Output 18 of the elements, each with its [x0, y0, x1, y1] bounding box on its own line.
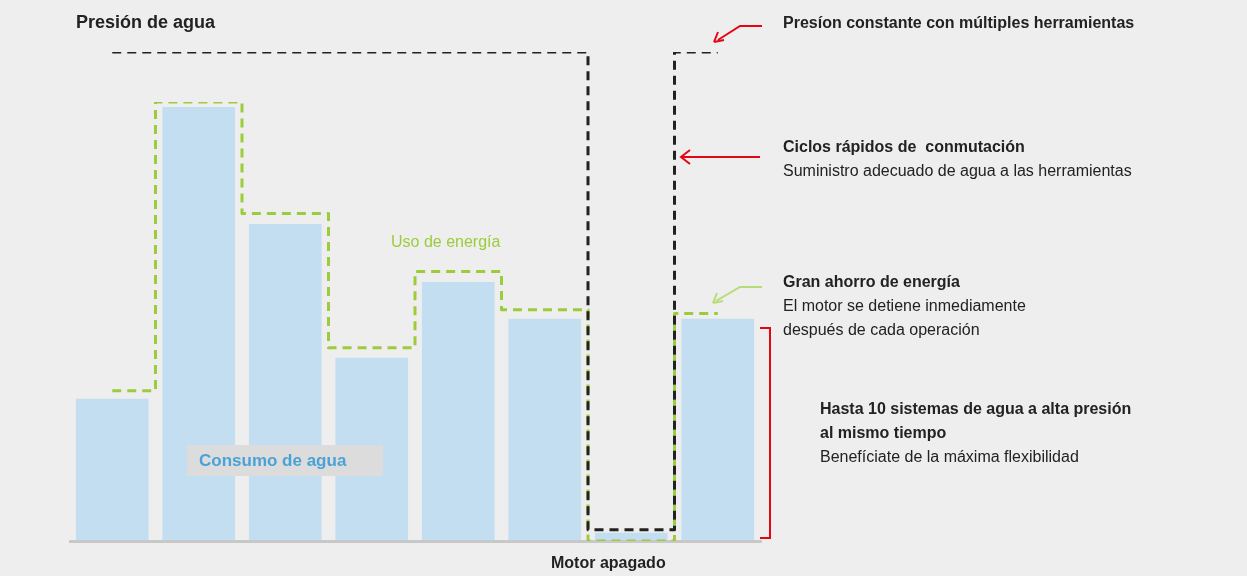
bar [508, 318, 582, 540]
bar [594, 532, 668, 540]
text: Gran ahorro de energía [783, 273, 960, 291]
series-label: Presión de agua [76, 12, 216, 33]
bar [681, 318, 755, 540]
text: El motor se detiene inmediamente [783, 297, 1026, 315]
text: al mismo tiempo [820, 424, 947, 442]
text: Presíon constante con múltiples herramientas [783, 14, 1135, 32]
bar [421, 281, 495, 540]
text: Ciclos rápidos de conmutación [783, 138, 1025, 156]
text: Motor apagado [551, 554, 666, 572]
text: Benefíciate de la máxima flexibilidad [820, 448, 1079, 466]
bar [75, 398, 149, 540]
text: Suministro adecuado de agua a las herramientas [783, 162, 1132, 180]
text: Hasta 10 sistemas de agua a alta presión [820, 400, 1132, 418]
series-label: Consumo de agua [199, 451, 347, 471]
text: después de cada operación [783, 321, 980, 339]
series-label: Uso de energía [391, 233, 501, 251]
